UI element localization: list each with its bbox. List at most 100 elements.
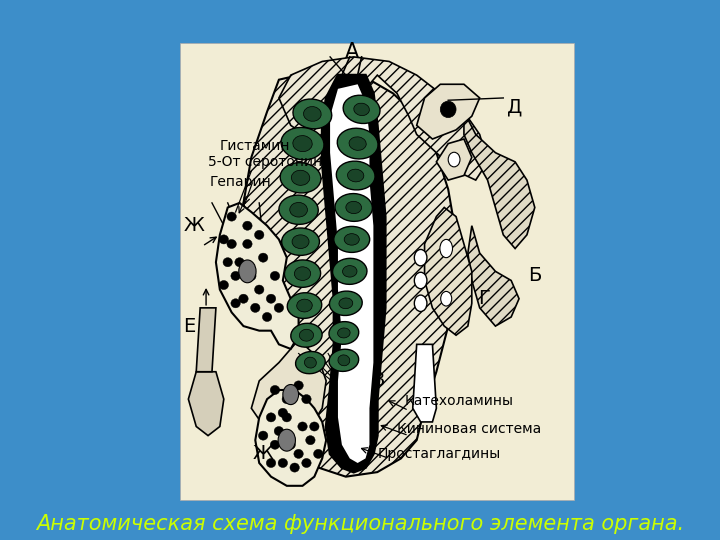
Ellipse shape (282, 228, 320, 255)
Ellipse shape (294, 449, 303, 458)
Ellipse shape (441, 101, 456, 118)
Text: В: В (371, 372, 384, 390)
Ellipse shape (227, 212, 236, 221)
Text: А: А (345, 42, 359, 62)
Ellipse shape (278, 408, 287, 417)
Polygon shape (436, 139, 472, 180)
Text: Г: Г (477, 289, 490, 308)
Ellipse shape (251, 303, 260, 313)
Ellipse shape (339, 298, 353, 309)
Ellipse shape (338, 328, 350, 338)
Ellipse shape (298, 422, 307, 431)
Ellipse shape (280, 163, 321, 193)
Ellipse shape (310, 422, 319, 431)
Ellipse shape (292, 235, 309, 248)
Ellipse shape (258, 431, 268, 440)
Ellipse shape (284, 260, 320, 287)
Text: Ж: Ж (184, 216, 204, 235)
Ellipse shape (448, 152, 460, 167)
Ellipse shape (338, 355, 350, 366)
Polygon shape (323, 75, 385, 472)
Ellipse shape (266, 458, 276, 468)
Ellipse shape (219, 235, 228, 244)
Ellipse shape (441, 292, 451, 306)
Polygon shape (279, 57, 487, 180)
Ellipse shape (414, 295, 427, 312)
Ellipse shape (346, 201, 361, 214)
Ellipse shape (279, 195, 318, 224)
Ellipse shape (254, 230, 264, 239)
Ellipse shape (270, 440, 279, 449)
Ellipse shape (254, 285, 264, 294)
Ellipse shape (282, 395, 292, 404)
Ellipse shape (258, 253, 268, 262)
Text: Е: Е (183, 316, 195, 335)
Ellipse shape (334, 226, 369, 252)
Polygon shape (216, 203, 299, 349)
Ellipse shape (262, 313, 272, 321)
Polygon shape (464, 112, 535, 248)
Ellipse shape (266, 413, 276, 422)
Ellipse shape (293, 136, 312, 152)
Ellipse shape (266, 294, 276, 303)
Ellipse shape (287, 263, 302, 280)
Text: Простаглагдины: Простаглагдины (377, 447, 500, 461)
Ellipse shape (354, 103, 369, 116)
Ellipse shape (302, 458, 311, 468)
Ellipse shape (278, 429, 295, 451)
Text: Ж: Ж (253, 444, 274, 463)
Ellipse shape (239, 294, 248, 303)
Ellipse shape (300, 329, 313, 341)
Ellipse shape (336, 161, 375, 190)
Ellipse shape (414, 249, 427, 266)
Ellipse shape (290, 463, 300, 472)
Polygon shape (197, 308, 216, 372)
Polygon shape (243, 75, 456, 477)
Ellipse shape (227, 239, 236, 248)
Text: Катехоламины: Катехоламины (405, 394, 514, 408)
Ellipse shape (283, 384, 299, 404)
Ellipse shape (243, 239, 252, 248)
Ellipse shape (343, 95, 380, 124)
Text: Б: Б (528, 266, 541, 286)
Ellipse shape (306, 436, 315, 445)
Ellipse shape (335, 193, 372, 221)
Ellipse shape (243, 221, 252, 230)
Ellipse shape (219, 280, 228, 289)
Polygon shape (425, 207, 472, 335)
Polygon shape (256, 390, 326, 486)
Ellipse shape (287, 293, 322, 319)
Ellipse shape (337, 128, 378, 159)
Ellipse shape (344, 234, 359, 245)
Ellipse shape (304, 106, 321, 122)
Text: Анатомическая схема функционального элемента органа.: Анатомическая схема функционального элем… (36, 514, 684, 534)
Ellipse shape (329, 349, 359, 372)
Ellipse shape (235, 258, 244, 267)
Ellipse shape (297, 299, 312, 312)
Ellipse shape (231, 299, 240, 308)
Ellipse shape (291, 323, 322, 347)
Polygon shape (251, 340, 326, 436)
Ellipse shape (282, 413, 292, 422)
Ellipse shape (231, 271, 240, 280)
Text: Гистамин: Гистамин (220, 139, 290, 153)
Ellipse shape (278, 458, 287, 468)
Text: 5-От серотонин): 5-От серотонин) (208, 155, 328, 169)
Ellipse shape (294, 267, 310, 280)
Ellipse shape (292, 170, 310, 185)
Ellipse shape (270, 386, 279, 395)
Polygon shape (330, 84, 374, 463)
Ellipse shape (281, 127, 324, 160)
Ellipse shape (296, 352, 325, 374)
Ellipse shape (330, 291, 362, 315)
Polygon shape (413, 345, 436, 422)
Ellipse shape (239, 260, 256, 283)
Ellipse shape (333, 258, 367, 285)
Ellipse shape (302, 395, 311, 404)
Ellipse shape (293, 99, 332, 129)
Ellipse shape (274, 427, 284, 436)
Ellipse shape (440, 239, 452, 258)
FancyBboxPatch shape (181, 43, 574, 500)
Text: Гепарин: Гепарин (210, 176, 271, 190)
Ellipse shape (348, 169, 364, 182)
